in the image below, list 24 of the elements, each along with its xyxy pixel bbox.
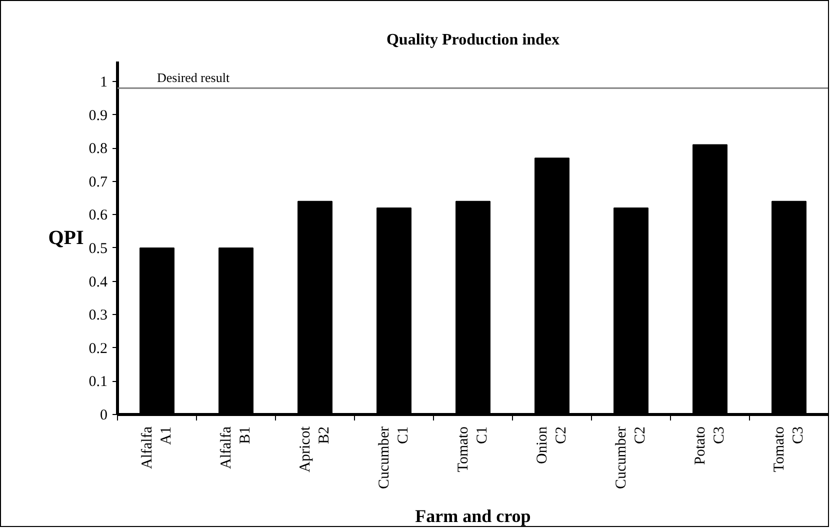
x-tick-label: Alfalfa A1 [139, 426, 175, 469]
x-tick-label: Alfalfa B1 [218, 426, 254, 469]
y-tick-label: 0.6 [88, 208, 108, 224]
y-axis-title: QPI [48, 227, 84, 249]
x-tick-label: Potato C3 [692, 426, 728, 465]
y-tick-label: 0.5 [88, 240, 108, 257]
x-tick-label: Cucumber C2 [613, 426, 649, 489]
x-tick-label: Tomato C3 [771, 426, 807, 472]
y-tick-label: 0.4 [88, 274, 108, 290]
y-tick-label: 0.1 [88, 374, 108, 390]
x-tick-label: Cucumber C1 [376, 426, 412, 489]
x-tick-label: Tomato C1 [455, 426, 491, 472]
y-tick-label: 0.8 [88, 141, 108, 158]
y-tick-label: 0 [100, 408, 108, 424]
ref-line-label: Desired result [157, 70, 230, 86]
y-tick-label: 0.2 [88, 340, 108, 357]
y-tick-label: 1 [100, 74, 108, 90]
x-tick-label: Onion C2 [534, 426, 570, 464]
chart-title: Quality Production index [386, 32, 560, 48]
x-axis-title: Farm and crop [415, 506, 531, 526]
y-tick-label: 0.9 [88, 108, 108, 124]
y-tick-label: 0.3 [88, 308, 108, 324]
x-tick-label: Apricot B2 [297, 426, 333, 472]
y-tick-label: 0.7 [88, 174, 108, 190]
